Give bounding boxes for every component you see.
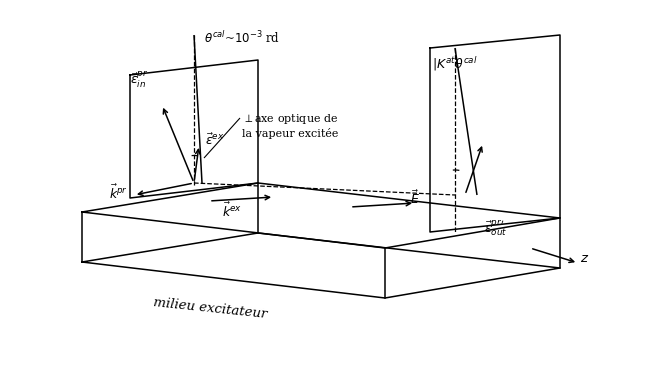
Text: $\vec{E}$: $\vec{E}$	[410, 189, 420, 206]
Text: $\vec{k}^{pr}$: $\vec{k}^{pr}$	[109, 184, 128, 202]
Text: $|K^{at}\theta^{cal}$: $|K^{at}\theta^{cal}$	[432, 55, 478, 73]
Text: $\theta^{cal}$~$10^{-3}$ rd: $\theta^{cal}$~$10^{-3}$ rd	[204, 30, 280, 46]
Text: $\vec{\varepsilon}_{out}^{pr\prime}$: $\vec{\varepsilon}_{out}^{pr\prime}$	[484, 218, 507, 238]
Text: $\perp$axe optique de
la vapeur excitée: $\perp$axe optique de la vapeur excitée	[242, 112, 338, 139]
Text: $\vec{\varepsilon}_{in}^{pr}$: $\vec{\varepsilon}_{in}^{pr}$	[129, 70, 148, 90]
Text: $z$: $z$	[580, 251, 589, 264]
Text: $\vec{\varepsilon}^{ex}$: $\vec{\varepsilon}^{ex}$	[205, 133, 224, 148]
Text: $\vec{k}^{ex}$: $\vec{k}^{ex}$	[222, 202, 242, 220]
Text: milieu excitateur: milieu excitateur	[153, 296, 267, 320]
